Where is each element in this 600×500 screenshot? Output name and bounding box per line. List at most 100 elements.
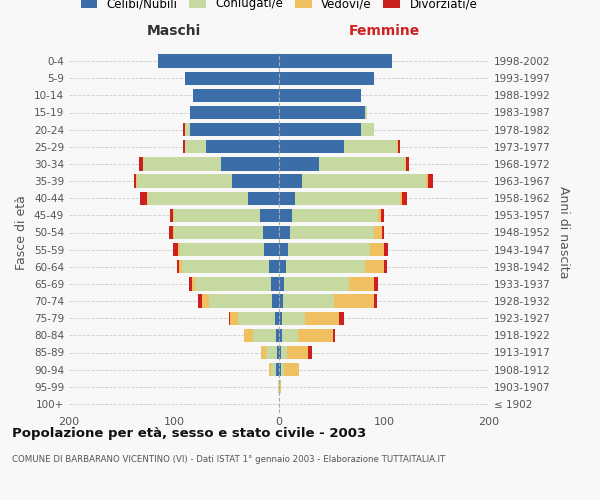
Bar	[277, 346, 279, 359]
Bar	[181, 243, 265, 256]
Bar	[373, 294, 377, 308]
Bar	[332, 328, 335, 342]
Bar	[344, 140, 397, 153]
Bar	[244, 328, 253, 342]
Bar	[290, 226, 373, 239]
Bar	[279, 140, 344, 153]
Bar	[400, 192, 402, 205]
Bar	[398, 140, 400, 153]
Bar	[266, 346, 277, 359]
Bar	[405, 157, 406, 170]
Bar	[269, 363, 271, 376]
Bar	[279, 312, 282, 325]
Bar	[279, 260, 286, 274]
Bar	[279, 328, 282, 342]
Bar	[279, 346, 281, 359]
Bar	[279, 157, 319, 170]
Bar	[279, 54, 392, 68]
Bar	[195, 277, 271, 290]
Bar	[190, 123, 279, 136]
Bar	[185, 140, 205, 153]
Bar	[173, 226, 174, 239]
Bar	[178, 243, 181, 256]
Bar	[271, 363, 276, 376]
Bar	[170, 208, 173, 222]
Bar	[382, 226, 384, 239]
Bar	[276, 363, 279, 376]
Bar	[229, 312, 230, 325]
Bar	[275, 312, 279, 325]
Bar	[238, 312, 275, 325]
Bar	[202, 294, 209, 308]
Bar	[426, 174, 428, 188]
Bar	[334, 294, 373, 308]
Bar	[265, 243, 279, 256]
Bar	[305, 312, 339, 325]
Bar	[174, 208, 260, 222]
Bar	[298, 328, 332, 342]
Bar	[281, 363, 284, 376]
Bar	[402, 192, 407, 205]
Bar	[287, 346, 308, 359]
Bar	[139, 157, 143, 170]
Bar	[349, 277, 373, 290]
Bar	[253, 328, 276, 342]
Bar	[319, 157, 405, 170]
Bar	[384, 243, 388, 256]
Bar	[279, 123, 361, 136]
Bar	[292, 208, 378, 222]
Bar	[260, 208, 279, 222]
Bar	[279, 380, 281, 394]
Bar	[263, 226, 279, 239]
Bar	[205, 140, 279, 153]
Bar	[279, 88, 361, 102]
Bar	[230, 312, 238, 325]
Bar	[209, 294, 272, 308]
Bar	[190, 106, 279, 119]
Bar	[269, 260, 279, 274]
Bar	[365, 106, 367, 119]
Bar	[308, 346, 311, 359]
Bar	[281, 346, 287, 359]
Bar	[384, 260, 387, 274]
Bar	[279, 363, 281, 376]
Bar	[143, 157, 221, 170]
Bar	[295, 192, 400, 205]
Bar	[378, 208, 381, 222]
Bar	[193, 88, 279, 102]
Bar	[279, 192, 295, 205]
Bar	[137, 174, 232, 188]
Bar	[282, 312, 305, 325]
Bar	[248, 192, 279, 205]
Bar	[221, 157, 279, 170]
Bar	[279, 243, 289, 256]
Bar	[279, 174, 302, 188]
Bar	[184, 123, 185, 136]
Bar	[278, 380, 279, 394]
Bar	[189, 277, 192, 290]
Bar	[147, 192, 148, 205]
Bar	[148, 192, 248, 205]
Bar	[179, 260, 182, 274]
Bar	[381, 208, 384, 222]
Bar	[271, 277, 279, 290]
Bar	[302, 174, 426, 188]
Bar	[279, 106, 365, 119]
Text: Maschi: Maschi	[147, 24, 201, 38]
Bar	[173, 208, 174, 222]
Bar	[283, 294, 334, 308]
Bar	[185, 72, 279, 85]
Bar	[279, 226, 290, 239]
Legend: Celibi/Nubili, Coniugati/e, Vedovi/e, Divorziati/e: Celibi/Nubili, Coniugati/e, Vedovi/e, Di…	[77, 0, 481, 14]
Bar	[261, 346, 266, 359]
Text: Femmine: Femmine	[349, 24, 419, 38]
Bar	[289, 243, 370, 256]
Bar	[279, 294, 283, 308]
Bar	[279, 277, 284, 290]
Bar	[339, 312, 344, 325]
Bar	[173, 243, 178, 256]
Bar	[174, 226, 263, 239]
Bar	[279, 208, 292, 222]
Bar	[184, 140, 185, 153]
Bar	[284, 363, 299, 376]
